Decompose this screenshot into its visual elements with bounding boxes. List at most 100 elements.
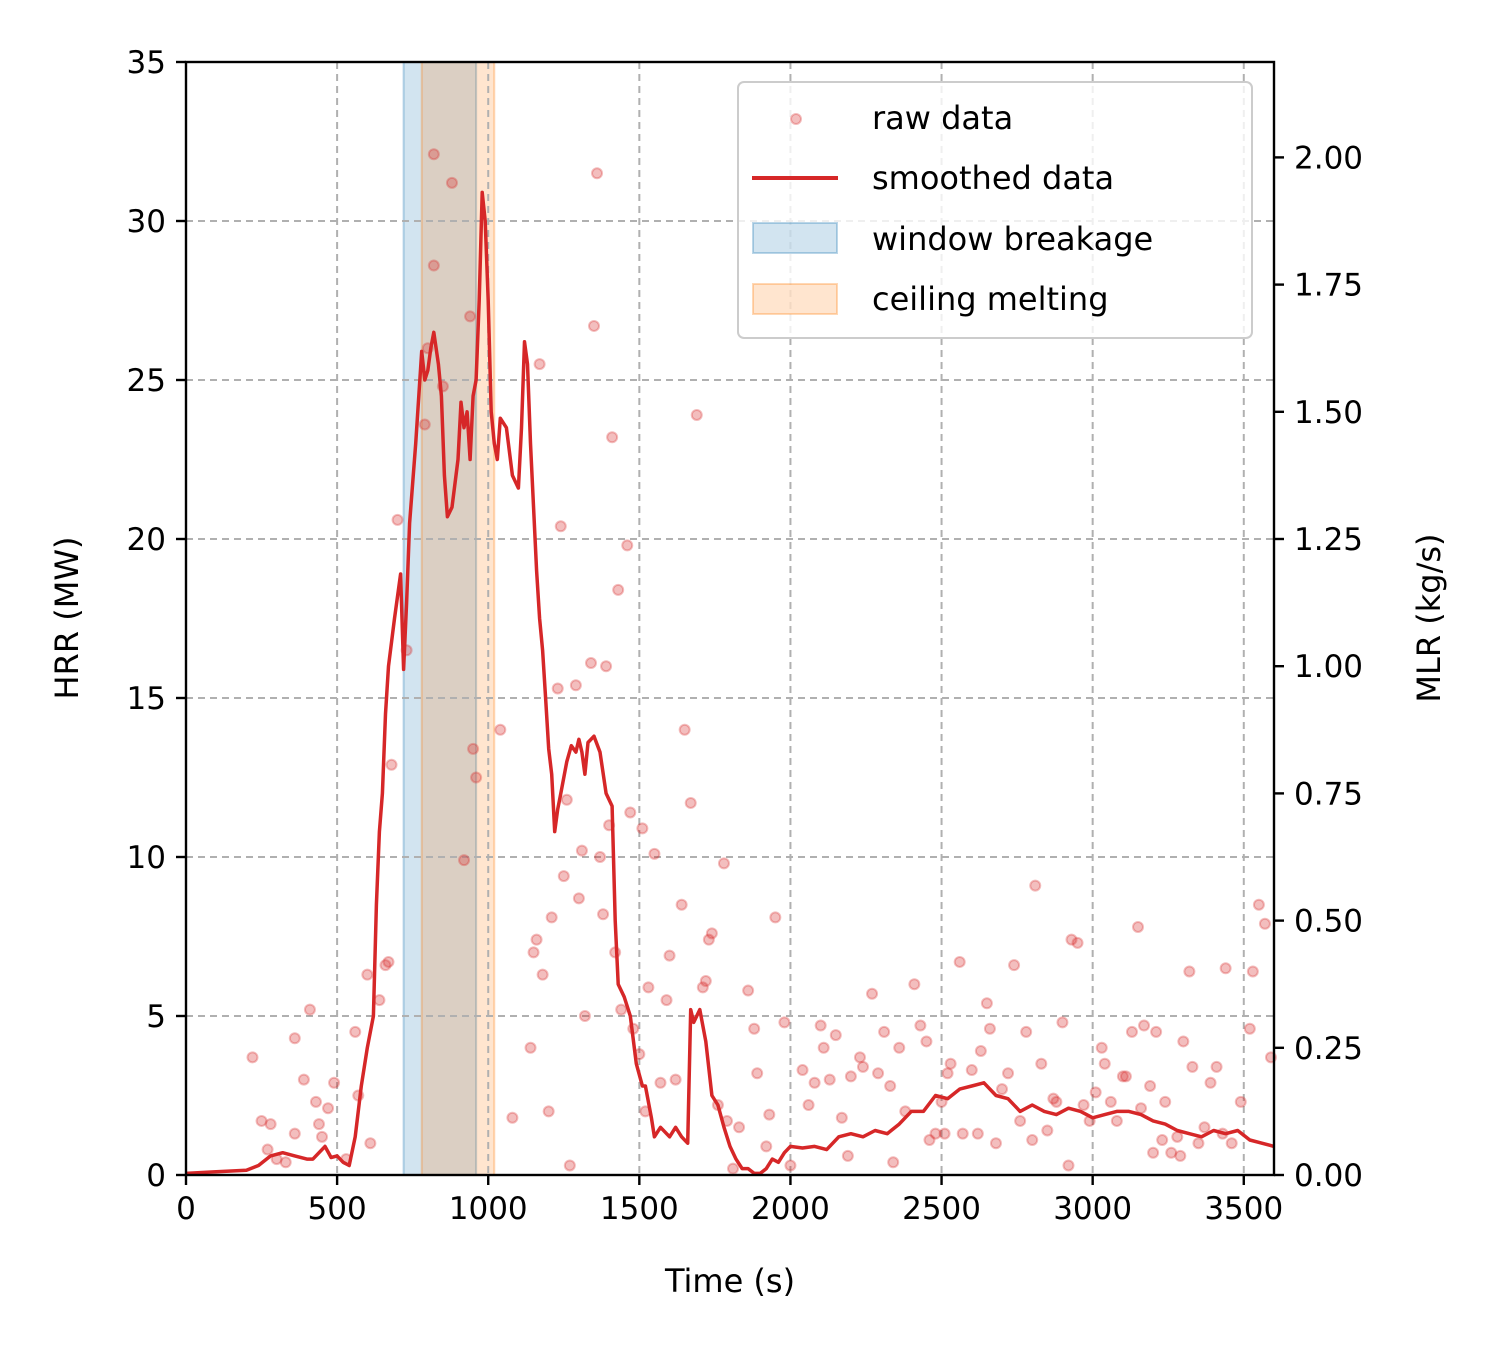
raw-data-point xyxy=(1138,1019,1151,1032)
raw-data-point xyxy=(385,758,398,771)
raw-data-point xyxy=(246,1051,259,1064)
raw-data-point xyxy=(669,1073,682,1086)
raw-data-point xyxy=(1234,1095,1247,1108)
raw-data-point xyxy=(817,1041,830,1054)
raw-data-point xyxy=(872,1067,885,1080)
raw-data-point xyxy=(1132,920,1144,933)
raw-data-point xyxy=(312,1118,325,1131)
raw-data-point xyxy=(835,1111,848,1124)
raw-data-point xyxy=(823,1073,836,1086)
x-tick-label: 2500 xyxy=(902,1191,981,1227)
y2-tick-label: 0.75 xyxy=(1294,776,1363,812)
raw-data-point xyxy=(1192,1137,1205,1150)
raw-data-point xyxy=(965,1064,978,1077)
span-window-breakage xyxy=(402,61,478,1176)
raw-data-point xyxy=(1246,965,1259,978)
raw-data-point xyxy=(763,1108,776,1121)
legend-window-label: window breakage xyxy=(872,220,1153,258)
raw-data-point xyxy=(684,796,697,809)
raw-data-point xyxy=(1125,1025,1138,1038)
raw-data-point xyxy=(288,1032,301,1045)
plot-frame xyxy=(184,60,1276,1177)
raw-data-point xyxy=(597,908,610,921)
y-tick-label: 20 xyxy=(127,522,166,558)
raw-data-point xyxy=(1156,1134,1169,1147)
raw-data-point xyxy=(349,1025,362,1038)
raw-data-point xyxy=(642,981,655,994)
raw-data-point xyxy=(379,959,392,972)
raw-data-point xyxy=(971,1127,984,1140)
raw-data-point xyxy=(923,1134,936,1147)
raw-data-point xyxy=(588,319,600,332)
raw-data-point xyxy=(702,933,715,946)
raw-data-point xyxy=(1174,1149,1187,1162)
raw-data-point xyxy=(1147,1146,1160,1159)
y2-axis-ticks: 0.00 0.25 0.50 0.75 1.00 1.25 1.50 1.75 2.00 xyxy=(1274,140,1363,1194)
raw-data-point xyxy=(983,1022,996,1035)
raw-data-point xyxy=(829,1029,842,1042)
x-axis-label: Time (s) xyxy=(664,1262,795,1300)
raw-data-point xyxy=(878,1025,891,1038)
raw-data-point xyxy=(1089,1086,1102,1099)
raw-data-point xyxy=(796,1064,809,1077)
raw-data-point xyxy=(470,771,483,784)
raw-data-point xyxy=(1135,1102,1148,1115)
raw-data-point xyxy=(557,870,570,883)
y-tick-label: 35 xyxy=(127,45,166,81)
raw-data-point xyxy=(467,742,480,755)
raw-data-point xyxy=(748,1022,761,1035)
raw-data-point xyxy=(1258,917,1271,930)
raw-data-point xyxy=(1002,1067,1015,1080)
raw-data-point xyxy=(1095,1041,1108,1054)
raw-data-point xyxy=(1050,1095,1063,1108)
y2-tick-label: 0.00 xyxy=(1294,1158,1363,1194)
raw-data-point xyxy=(364,1137,377,1150)
raw-data-point xyxy=(391,513,404,526)
raw-data-point xyxy=(551,682,564,695)
raw-data-point xyxy=(536,968,549,981)
raw-data-point xyxy=(261,1143,274,1156)
x-tick-label: 500 xyxy=(308,1191,367,1227)
raw-data-point xyxy=(584,657,597,670)
span-ceiling-melting xyxy=(420,61,496,1176)
raw-data-point xyxy=(1119,1070,1132,1083)
raw-data-point xyxy=(1056,1016,1069,1029)
raw-data-point xyxy=(884,1079,897,1092)
y-tick-label: 0 xyxy=(146,1158,166,1194)
raw-data-point xyxy=(303,1003,316,1016)
raw-data-point xyxy=(1150,1025,1163,1038)
raw-data-point xyxy=(778,1016,791,1029)
raw-data-point xyxy=(1071,936,1084,949)
raw-data-point xyxy=(654,1076,667,1089)
raw-data-point xyxy=(1243,1022,1256,1035)
y2-tick-label: 1.50 xyxy=(1294,395,1363,431)
raw-data-point xyxy=(591,167,604,180)
raw-data-point xyxy=(1098,1057,1111,1070)
raw-data-point xyxy=(458,854,471,867)
raw-data-point xyxy=(887,1156,900,1169)
raw-data-point xyxy=(690,408,703,421)
raw-data-point xyxy=(279,1156,292,1169)
legend-raw-marker xyxy=(790,113,802,125)
raw-data-point xyxy=(328,1076,341,1089)
raw-data-point xyxy=(578,1010,591,1022)
raw-data-point xyxy=(742,984,755,997)
raw-data-point xyxy=(624,806,637,819)
raw-data-point xyxy=(418,418,431,431)
x-tick-label: 0 xyxy=(176,1191,196,1227)
raw-data-point xyxy=(1026,1134,1039,1147)
y2-axis-label: MLR (kg/s) xyxy=(1410,533,1448,702)
y-tick-label: 5 xyxy=(146,999,166,1035)
raw-data-point xyxy=(1041,1124,1054,1137)
raw-data-point xyxy=(705,927,718,940)
raw-data-point xyxy=(938,1127,951,1140)
raw-data-point xyxy=(575,844,588,857)
y2-tick-label: 0.25 xyxy=(1294,1031,1363,1067)
raw-data-point xyxy=(361,968,374,981)
raw-data-point xyxy=(914,1019,927,1032)
y2-tick-label: 0.50 xyxy=(1294,904,1363,940)
raw-data-point xyxy=(893,1041,906,1054)
y2-tick-label: 2.00 xyxy=(1294,140,1363,176)
raw-data-point xyxy=(636,822,649,835)
y2-tick-label: 1.00 xyxy=(1294,649,1363,685)
